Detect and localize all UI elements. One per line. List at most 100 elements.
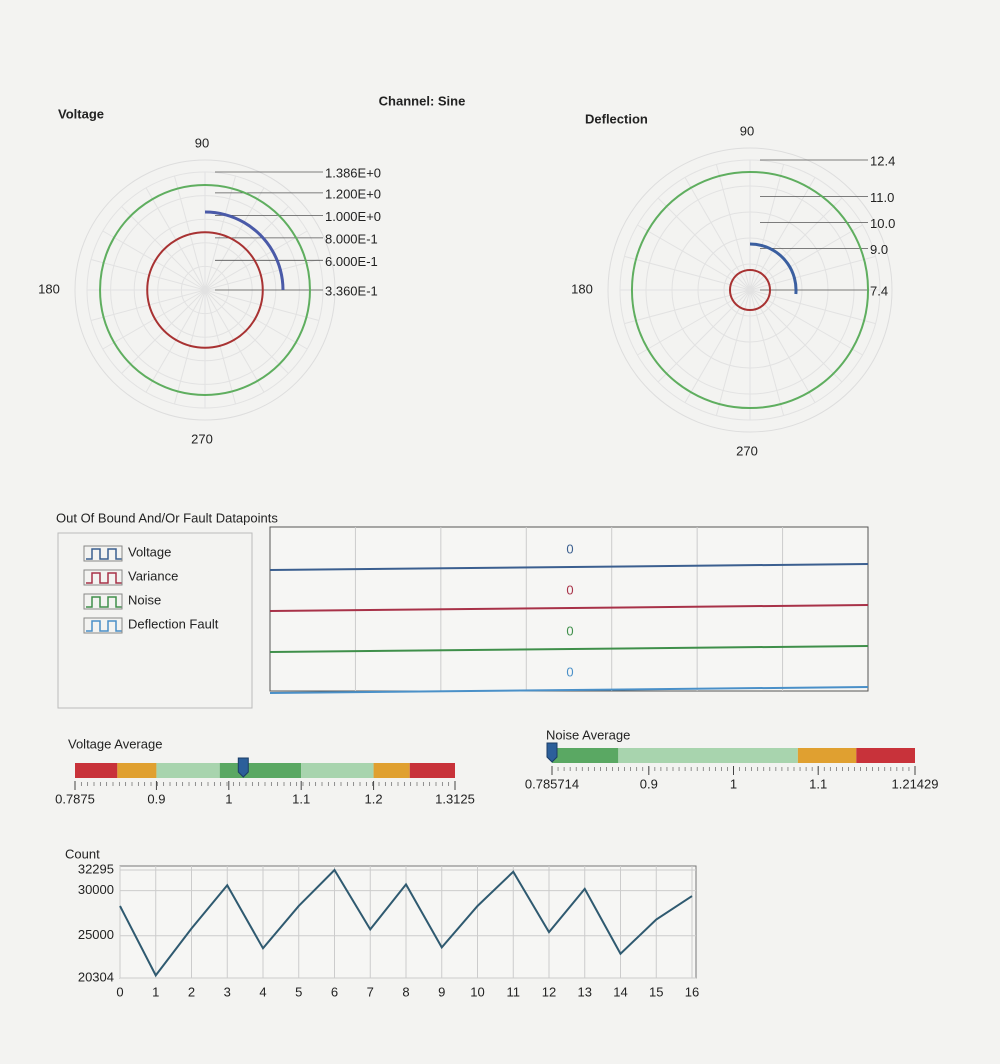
polar-spoke <box>204 187 265 291</box>
chart-title: Out Of Bound And/Or Fault Datapoints <box>56 510 278 525</box>
polar-spoke <box>173 289 206 405</box>
polar-spoke <box>145 187 206 291</box>
slider-pointer <box>546 742 558 763</box>
y-tick-label: 25000 <box>78 927 114 942</box>
r-tick-label: 9.0 <box>870 242 888 257</box>
x-tick-label: 2 <box>188 984 195 999</box>
polar-spoke <box>624 255 751 291</box>
plot-area <box>119 865 697 979</box>
color-range <box>301 763 374 778</box>
color-range <box>409 763 455 778</box>
legend-icon-box <box>83 617 123 634</box>
r-tick-label: 1.386E+0 <box>325 165 381 180</box>
color-range <box>856 748 915 763</box>
y-tick-label: 20304 <box>78 969 114 984</box>
slide-title: Voltage Average <box>68 736 162 751</box>
x-tick-label: 5 <box>295 984 302 999</box>
data-label: 0 <box>566 623 573 638</box>
polar-spoke <box>121 289 206 374</box>
polar-spoke <box>715 164 751 291</box>
x-tick-label: 6 <box>331 984 338 999</box>
color-range <box>797 748 857 763</box>
polar-trace <box>728 268 772 312</box>
x-tick-label: 9 <box>438 984 445 999</box>
x-tick-label: 3 <box>224 984 231 999</box>
polar-trace <box>99 184 311 396</box>
legend-icon <box>86 620 122 632</box>
polar-spoke <box>204 289 308 350</box>
chart-title: Voltage <box>58 106 104 121</box>
tick-label: 1.1 <box>292 791 310 806</box>
x-tick-label: 10 <box>470 984 484 999</box>
x-tick-label: 0 <box>116 984 123 999</box>
polar-spoke <box>749 164 785 291</box>
legend-label: Variance <box>128 568 178 583</box>
tick-label: 0.7875 <box>55 791 95 806</box>
digital-line <box>269 563 869 571</box>
legend-icon <box>86 572 122 584</box>
polar-spoke <box>637 289 751 356</box>
polar-spoke <box>102 230 206 291</box>
tick-label: 1.3125 <box>435 791 475 806</box>
tick-label: 1 <box>730 776 737 791</box>
r-tick-label: 1.200E+0 <box>325 186 381 201</box>
legend-icon-box <box>83 569 123 586</box>
r-tick-label: 6.000E-1 <box>325 254 378 269</box>
data-label: 0 <box>566 582 573 597</box>
x-tick-label: 12 <box>542 984 556 999</box>
slider-pointer <box>237 757 249 778</box>
legend-icon-box <box>83 593 123 610</box>
y-tick-label: 30000 <box>78 882 114 897</box>
legend-icon <box>86 596 122 608</box>
tick-label: 1 <box>225 791 232 806</box>
color-range <box>552 748 619 763</box>
polar-spoke <box>684 177 751 291</box>
x-tick-label: 8 <box>402 984 409 999</box>
color-range <box>75 763 118 778</box>
polar-spoke <box>90 258 206 291</box>
polar-trace <box>204 210 285 291</box>
polar-spoke <box>204 206 289 291</box>
polar-spoke <box>749 289 785 416</box>
legend-icon-box <box>83 545 123 562</box>
digital-line <box>269 604 869 612</box>
polar-trace <box>630 170 870 410</box>
polar-spoke <box>749 224 863 291</box>
polar-spoke <box>749 289 816 403</box>
x-tick-label: 4 <box>259 984 266 999</box>
polar-trace <box>146 231 264 349</box>
r-tick-label: 12.4 <box>870 153 895 168</box>
r-tick-label: 7.4 <box>870 283 888 298</box>
polar-spoke <box>204 289 237 405</box>
tick-label: 1.21429 <box>892 776 939 791</box>
polar-spoke <box>749 289 876 325</box>
x-tick-label: 15 <box>649 984 663 999</box>
r-tick-label: 8.000E-1 <box>325 231 378 246</box>
angle-tick-label: 90 <box>740 123 754 138</box>
dial-face <box>607 147 893 433</box>
r-tick-label: 3.360E-1 <box>325 283 378 298</box>
polar-spoke <box>121 206 206 291</box>
polar-spoke <box>204 289 320 322</box>
polar-spoke <box>204 175 237 291</box>
color-range <box>618 748 798 763</box>
polar-spoke <box>145 289 206 393</box>
polar-spoke <box>102 289 206 350</box>
polar-spoke <box>684 289 751 403</box>
tick-label: 0.9 <box>147 791 165 806</box>
polar-trace <box>749 242 798 295</box>
legend-label: Voltage <box>128 544 171 559</box>
tick-label: 0.9 <box>640 776 658 791</box>
tick-label: 1.1 <box>809 776 827 791</box>
angle-tick-label: 90 <box>195 135 209 150</box>
x-tick-label: 11 <box>507 984 521 999</box>
dial-face <box>74 159 336 421</box>
line-trace <box>119 868 693 978</box>
color-range <box>117 763 157 778</box>
data-label: 0 <box>566 541 573 556</box>
digital-line <box>269 645 869 653</box>
polar-spoke <box>749 197 843 291</box>
tick-label: 1.2 <box>365 791 383 806</box>
x-tick-label: 1 <box>152 984 159 999</box>
slide-title: Noise Average <box>546 727 630 742</box>
